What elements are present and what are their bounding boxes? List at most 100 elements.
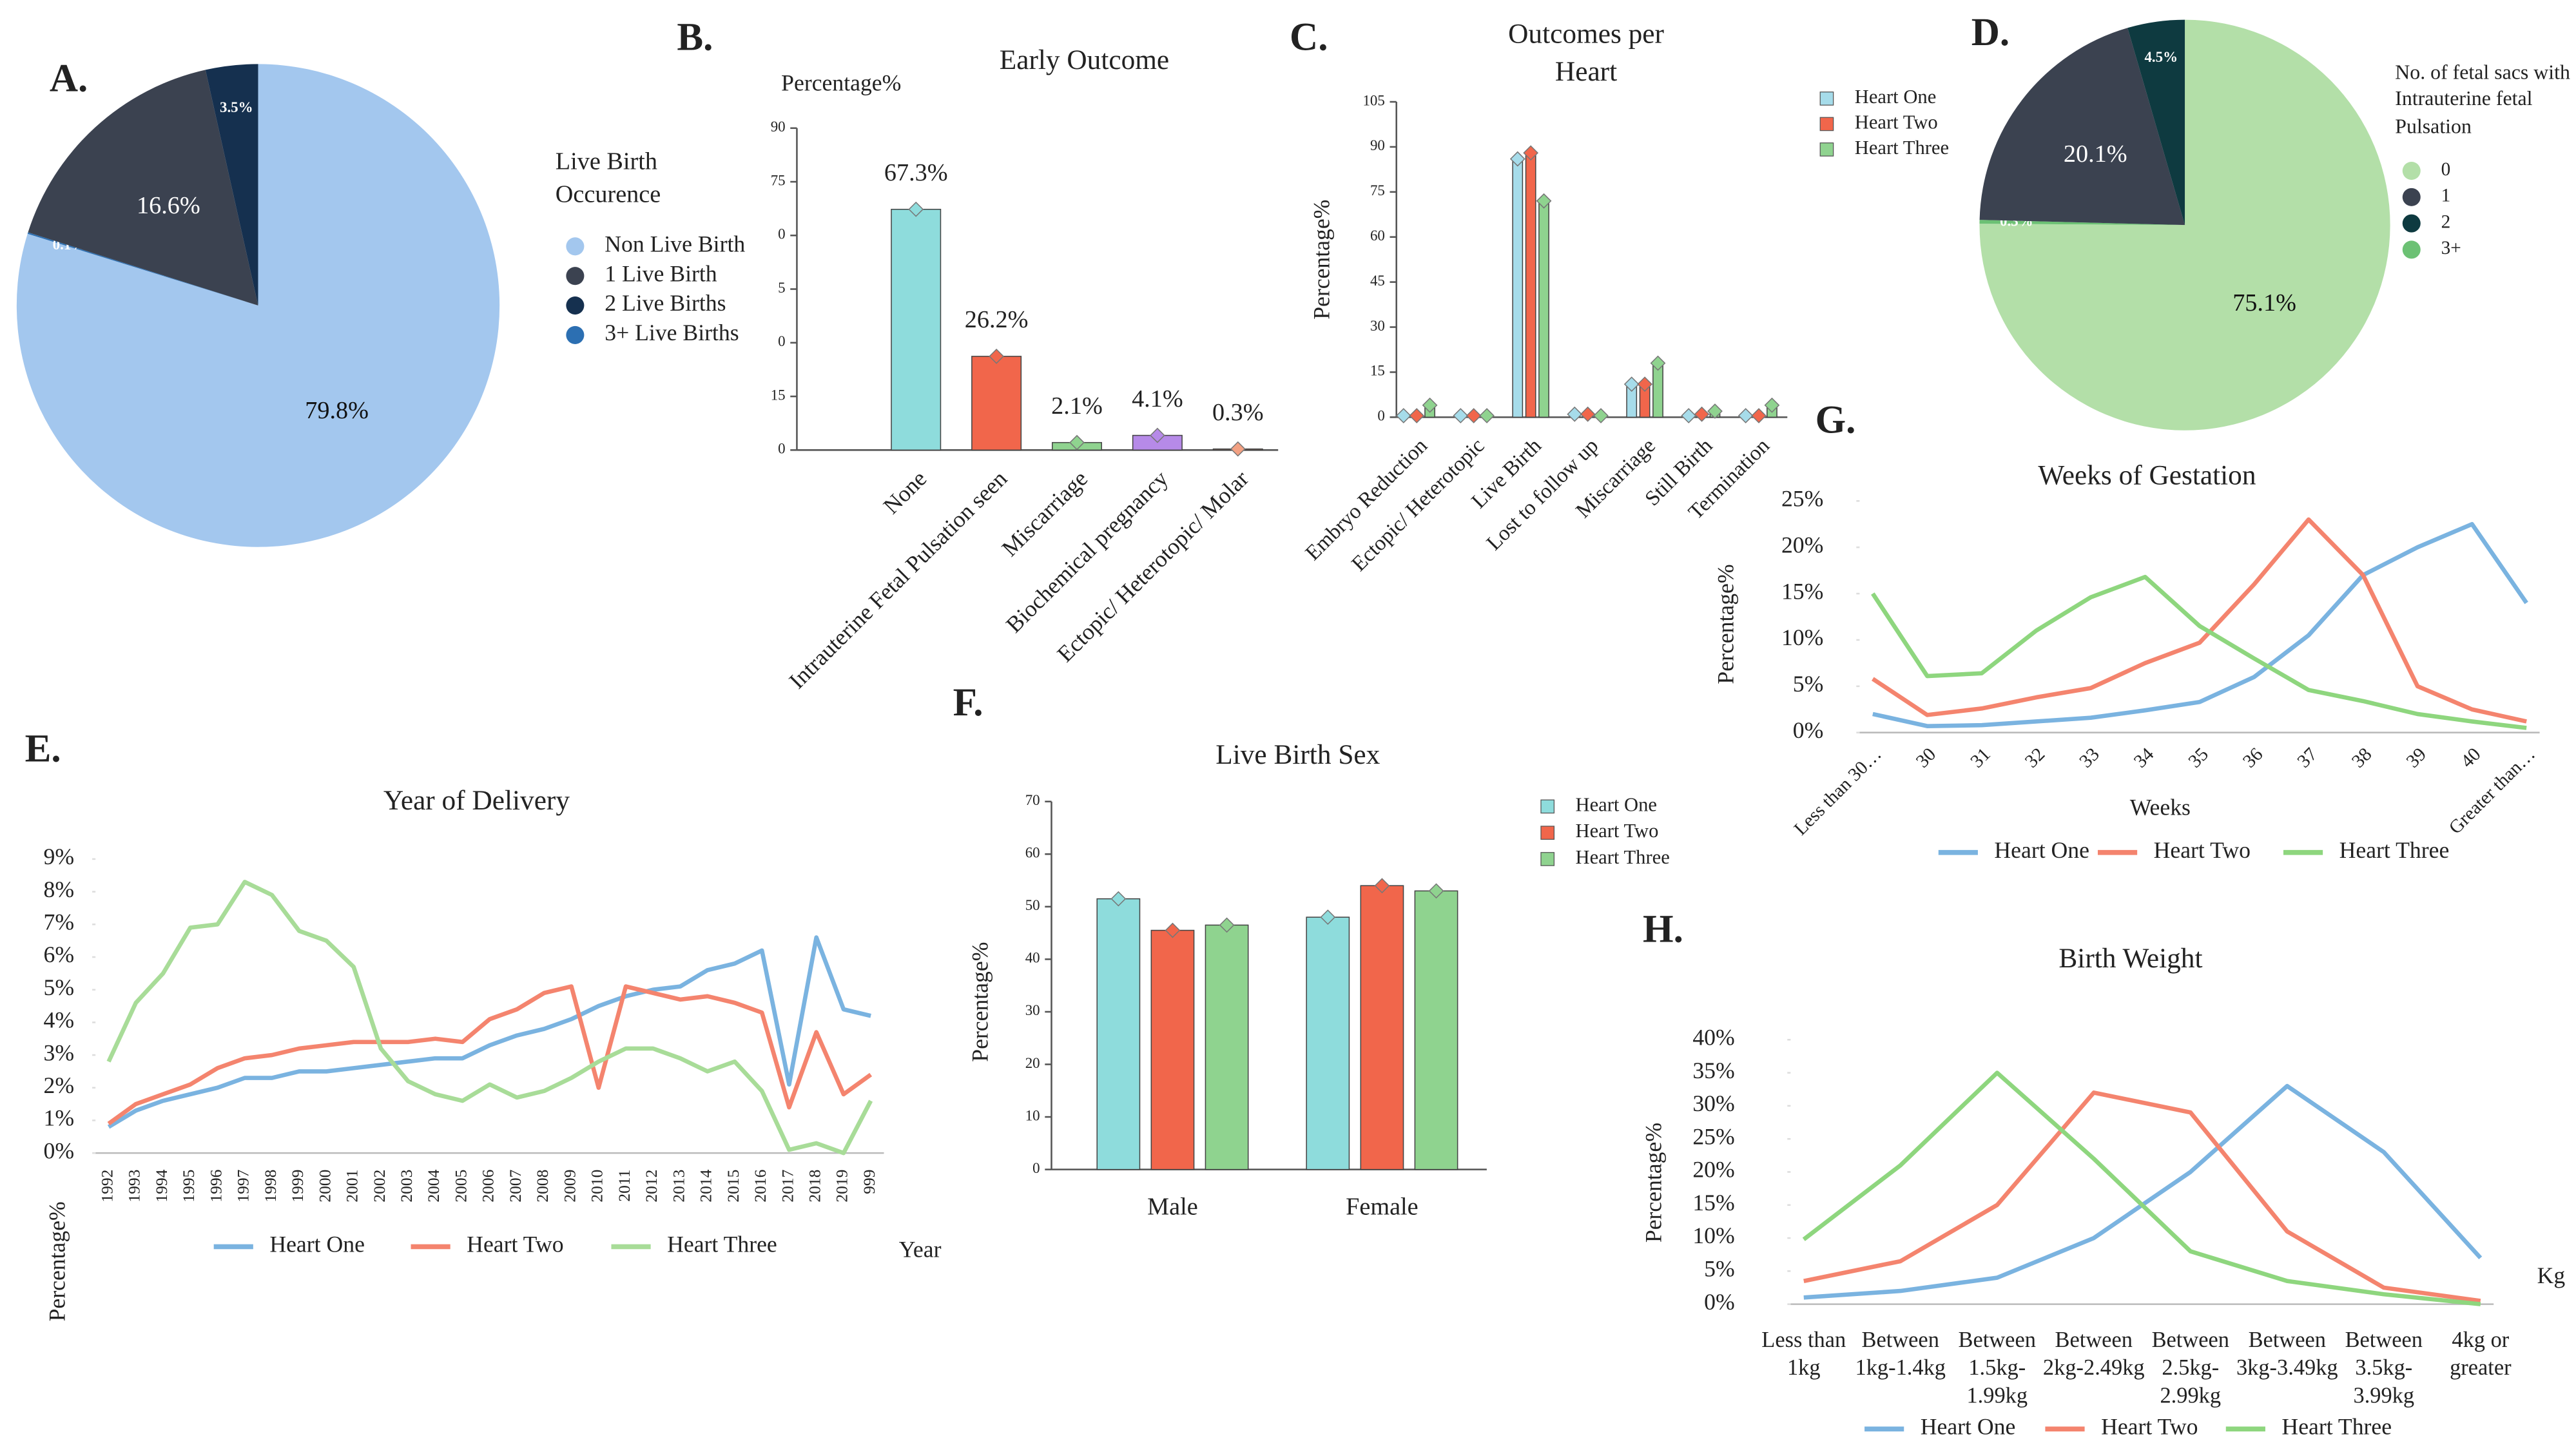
series-line xyxy=(1872,521,2528,728)
value-label: 67.3% xyxy=(884,159,948,186)
bar-marker xyxy=(1637,376,1652,392)
legend-swatch xyxy=(2402,240,2421,259)
series-line xyxy=(107,984,873,1126)
pie-slice xyxy=(1979,220,2185,226)
x-tick-label: Less than 1kg xyxy=(1761,1327,1846,1380)
y-tick-label: 10% xyxy=(1692,1223,1734,1248)
pie-slice xyxy=(16,64,500,547)
x-tick-label: 2007 xyxy=(506,1170,525,1203)
y-tick-label: 0 xyxy=(778,333,785,349)
pie-slice xyxy=(2127,19,2185,226)
y-tick-label: 4% xyxy=(43,1007,74,1033)
bar xyxy=(1360,885,1404,1170)
legend-label: 3+ xyxy=(2441,238,2461,258)
x-tick-label: 2011 xyxy=(615,1170,634,1202)
x-tick-label: Female xyxy=(1346,1194,1418,1221)
pie-slice xyxy=(205,64,258,306)
x-tick-label: 2014 xyxy=(697,1169,715,1202)
panel-label: D. xyxy=(1971,10,2009,54)
pie-slice xyxy=(27,232,258,306)
y-tick-label: 0 xyxy=(778,226,785,242)
x-tick-label-box: Between 1kg-1.4kg xyxy=(1855,1327,1946,1380)
legend-label: Heart Three xyxy=(667,1232,777,1257)
legend-swatch xyxy=(1540,799,1555,814)
slice-label: 16.6% xyxy=(137,192,200,219)
panel-label: H. xyxy=(1643,907,1683,951)
y-tick-label: 10 xyxy=(1025,1107,1040,1123)
legend-swatch xyxy=(2402,214,2421,233)
legend-label: 1 Live Birth xyxy=(605,260,717,286)
bar xyxy=(1150,929,1195,1170)
x-tick-label-box: Between 2.5kg-2.99kg xyxy=(2151,1327,2229,1408)
chart-title: Weeks of Gestation xyxy=(2038,460,2256,491)
bar-marker xyxy=(1523,145,1539,161)
y-tick-label: 40 xyxy=(1025,950,1040,966)
legend-label: Heart One xyxy=(1576,793,1658,815)
y-tick-label: 70 xyxy=(1025,792,1040,808)
y-tick-label: 20% xyxy=(1781,532,1823,557)
x-tick-label: 2010 xyxy=(588,1170,606,1203)
y-tick-label: 90 xyxy=(771,119,786,135)
legend-label: Heart Two xyxy=(467,1232,563,1257)
legend-label: Heart One xyxy=(269,1232,365,1257)
y-axis-label: Percentage% xyxy=(1309,200,1335,320)
y-tick-label: 60 xyxy=(1025,845,1040,861)
y-tick-label: 0 xyxy=(1032,1160,1040,1176)
bar-marker xyxy=(1165,922,1181,938)
y-axis-label: Percentage% xyxy=(967,942,993,1062)
bar xyxy=(1205,924,1249,1170)
bar-marker xyxy=(1479,408,1495,423)
legend-label: Heart Two xyxy=(2101,1414,2198,1440)
legend-swatch xyxy=(2402,188,2421,206)
x-tick-label: 2006 xyxy=(479,1170,498,1203)
y-tick-label: 50 xyxy=(1025,897,1040,913)
x-tick-label: 2009 xyxy=(560,1170,579,1203)
bar-marker xyxy=(1738,408,1754,423)
x-tick-label: Between 1kg-1.4kg xyxy=(1855,1327,1946,1380)
y-tick-label: 35% xyxy=(1692,1058,1734,1083)
series-line xyxy=(107,935,871,1129)
legend-label: Heart One xyxy=(1994,837,2089,863)
y-tick-label: 25% xyxy=(1781,486,1823,512)
x-tick-label: 40 xyxy=(2457,744,2484,771)
y-tick-label: 3% xyxy=(43,1040,74,1065)
y-tick-label: 20 xyxy=(1025,1055,1040,1071)
x-tick-label: 1998 xyxy=(261,1170,280,1203)
x-tick-label: 2013 xyxy=(669,1170,688,1203)
y-tick-label: 5% xyxy=(1793,671,1824,697)
bar-marker xyxy=(1764,397,1780,413)
y-tick-label: 90 xyxy=(1370,137,1385,153)
x-tick-label: 1992 xyxy=(97,1170,116,1203)
legend-label: Heart Three xyxy=(1576,846,1670,868)
bar-marker xyxy=(1536,193,1552,209)
y-tick-label: 30% xyxy=(1692,1090,1734,1116)
legend-label: Heart One xyxy=(1921,1414,2016,1440)
x-tick-label-box: Between 2kg-2.49kg xyxy=(2043,1327,2145,1379)
legend-swatch xyxy=(1819,142,1834,157)
x-tick-label: 4kg or greater xyxy=(2450,1327,2512,1380)
bar xyxy=(1652,362,1663,418)
x-tick-label: 31 xyxy=(1966,744,1994,771)
y-tick-label: 15% xyxy=(1781,578,1823,604)
legend-swatch xyxy=(566,296,585,315)
bar xyxy=(1512,158,1524,418)
panel-label: G. xyxy=(1816,398,1856,442)
legend-swatch xyxy=(1540,826,1555,840)
y-tick-label: 60 xyxy=(1370,227,1385,244)
x-tick-label: 33 xyxy=(2075,744,2103,771)
y-axis-label: Percentage% xyxy=(1713,564,1739,684)
series-line xyxy=(106,880,873,1156)
x-tick-label: 34 xyxy=(2130,744,2158,772)
y-tick-label: 8% xyxy=(43,876,74,902)
panel-label: C. xyxy=(1290,15,1328,59)
legend-label: 3+ Live Births xyxy=(605,320,739,345)
legend-label: Heart One xyxy=(1855,86,1937,108)
bar-marker xyxy=(1428,883,1444,899)
x-tick-label: Between 2.5kg-2.99kg xyxy=(2151,1327,2229,1408)
value-label: 0.3% xyxy=(1212,399,1264,426)
x-tick-label: Less than 30… xyxy=(1790,744,1886,839)
legend-label: Heart Two xyxy=(1576,820,1659,842)
x-tick-label: 32 xyxy=(2021,744,2049,771)
y-tick-label: 0% xyxy=(1704,1289,1735,1315)
